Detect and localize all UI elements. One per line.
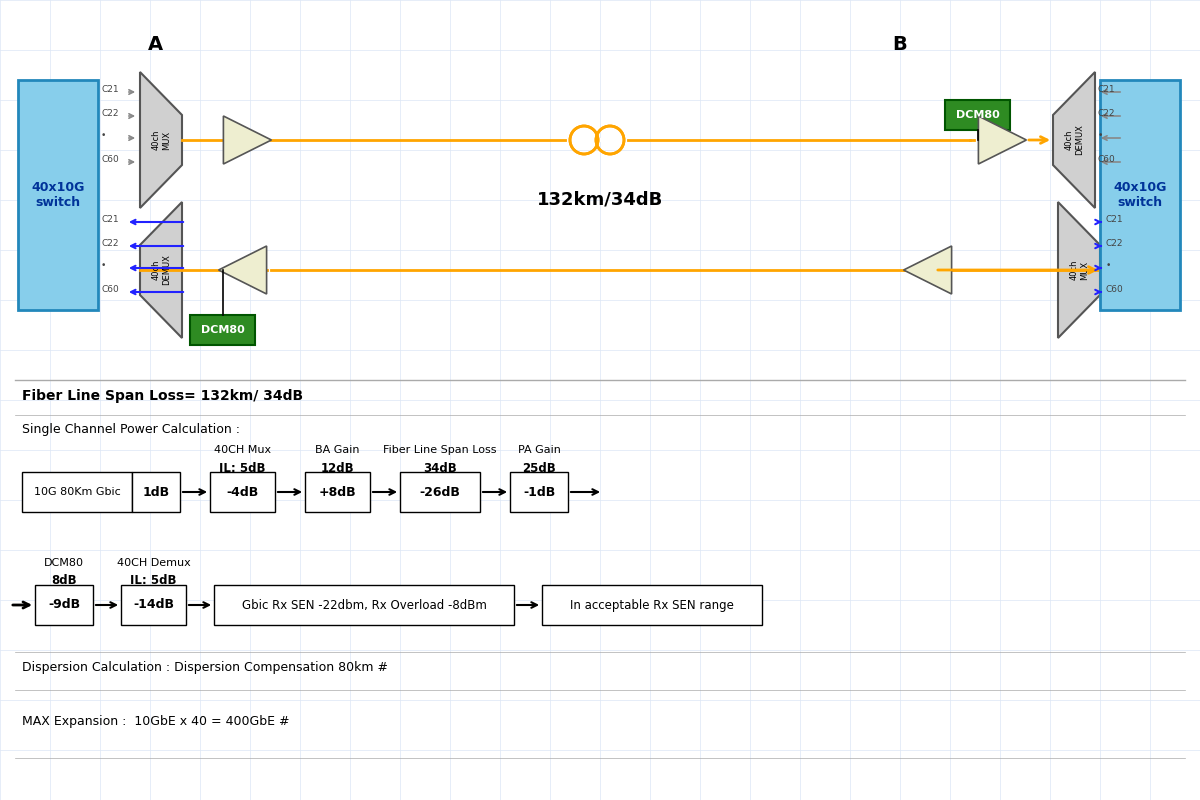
Text: IL: 5dB: IL: 5dB [131, 574, 176, 587]
Text: •: • [101, 261, 107, 270]
Bar [214, 585, 514, 625]
Text: •: • [1106, 261, 1111, 270]
Bar [22, 472, 132, 512]
Bar [121, 585, 186, 625]
Text: •: • [1098, 130, 1103, 139]
Text: In acceptable Rx SEN range: In acceptable Rx SEN range [570, 598, 734, 611]
Bar [510, 472, 568, 512]
Text: 40x10G
switch: 40x10G switch [31, 181, 85, 209]
Text: Dispersion Calculation : Dispersion Compensation 80km #: Dispersion Calculation : Dispersion Comp… [22, 661, 388, 674]
Text: Fiber Line Span Loss: Fiber Line Span Loss [383, 445, 497, 455]
Bar [35, 585, 94, 625]
Text: •: • [101, 130, 107, 139]
Text: -14dB: -14dB [133, 598, 174, 611]
Text: Gbic Rx SEN -22dbm, Rx Overload -8dBm: Gbic Rx SEN -22dbm, Rx Overload -8dBm [241, 598, 486, 611]
Text: C60: C60 [101, 154, 119, 163]
Text: PA Gain: PA Gain [517, 445, 560, 455]
Text: DCM80: DCM80 [200, 325, 245, 335]
Text: C22: C22 [101, 109, 119, 118]
Text: C60: C60 [101, 285, 119, 294]
Text: Fiber Line Span Loss= 132km/ 34dB: Fiber Line Span Loss= 132km/ 34dB [22, 389, 304, 403]
Bar [190, 315, 256, 345]
Text: -4dB: -4dB [227, 486, 259, 498]
Text: C22: C22 [1106, 238, 1123, 247]
Text: Single Channel Power Calculation :: Single Channel Power Calculation : [22, 423, 240, 437]
Text: C60: C60 [1106, 285, 1123, 294]
Bar [210, 472, 275, 512]
Text: DCM80: DCM80 [955, 110, 1000, 120]
Text: 25dB: 25dB [522, 462, 556, 474]
Bar [305, 472, 370, 512]
Text: BA Gain: BA Gain [316, 445, 360, 455]
Text: C21: C21 [101, 85, 119, 94]
Text: -1dB: -1dB [523, 486, 556, 498]
Text: 12dB: 12dB [320, 462, 354, 474]
Polygon shape [904, 246, 952, 294]
Text: 40CH Mux: 40CH Mux [214, 445, 271, 455]
Text: IL: 5dB: IL: 5dB [220, 462, 265, 474]
Text: C60: C60 [1098, 154, 1116, 163]
Text: 40x10G
switch: 40x10G switch [1114, 181, 1166, 209]
Text: 1dB: 1dB [143, 486, 169, 498]
Text: 8dB: 8dB [52, 574, 77, 587]
Text: C22: C22 [101, 238, 119, 247]
Polygon shape [223, 116, 271, 164]
Text: 40ch
DEMUX: 40ch DEMUX [151, 254, 170, 286]
Text: C22: C22 [1098, 109, 1116, 118]
Bar [400, 472, 480, 512]
Polygon shape [978, 116, 1026, 164]
Text: 40ch
MUX: 40ch MUX [1069, 260, 1088, 280]
Text: C21: C21 [1106, 214, 1123, 223]
Polygon shape [1054, 72, 1096, 208]
Text: 40ch
DEMUX: 40ch DEMUX [1064, 125, 1084, 155]
Bar [542, 585, 762, 625]
Text: 132km/34dB: 132km/34dB [536, 191, 664, 209]
Text: C21: C21 [1098, 85, 1116, 94]
Polygon shape [1058, 202, 1100, 338]
Bar [1100, 80, 1180, 310]
Text: 40ch
MUX: 40ch MUX [151, 130, 170, 150]
Text: 40CH Demux: 40CH Demux [116, 558, 191, 568]
Polygon shape [140, 202, 182, 338]
Bar [18, 80, 98, 310]
Polygon shape [140, 72, 182, 208]
Text: DCM80: DCM80 [44, 558, 84, 568]
Text: -9dB: -9dB [48, 598, 80, 611]
Text: C21: C21 [101, 214, 119, 223]
Text: +8dB: +8dB [319, 486, 356, 498]
Text: -26dB: -26dB [420, 486, 461, 498]
Text: A: A [148, 35, 162, 54]
Text: MAX Expansion :  10GbE x 40 = 400GbE #: MAX Expansion : 10GbE x 40 = 400GbE # [22, 715, 289, 729]
Text: 34dB: 34dB [424, 462, 457, 474]
Bar [132, 472, 180, 512]
Text: 10G 80Km Gbic: 10G 80Km Gbic [34, 487, 120, 497]
Bar [946, 100, 1010, 130]
Polygon shape [218, 246, 266, 294]
Text: B: B [893, 35, 907, 54]
